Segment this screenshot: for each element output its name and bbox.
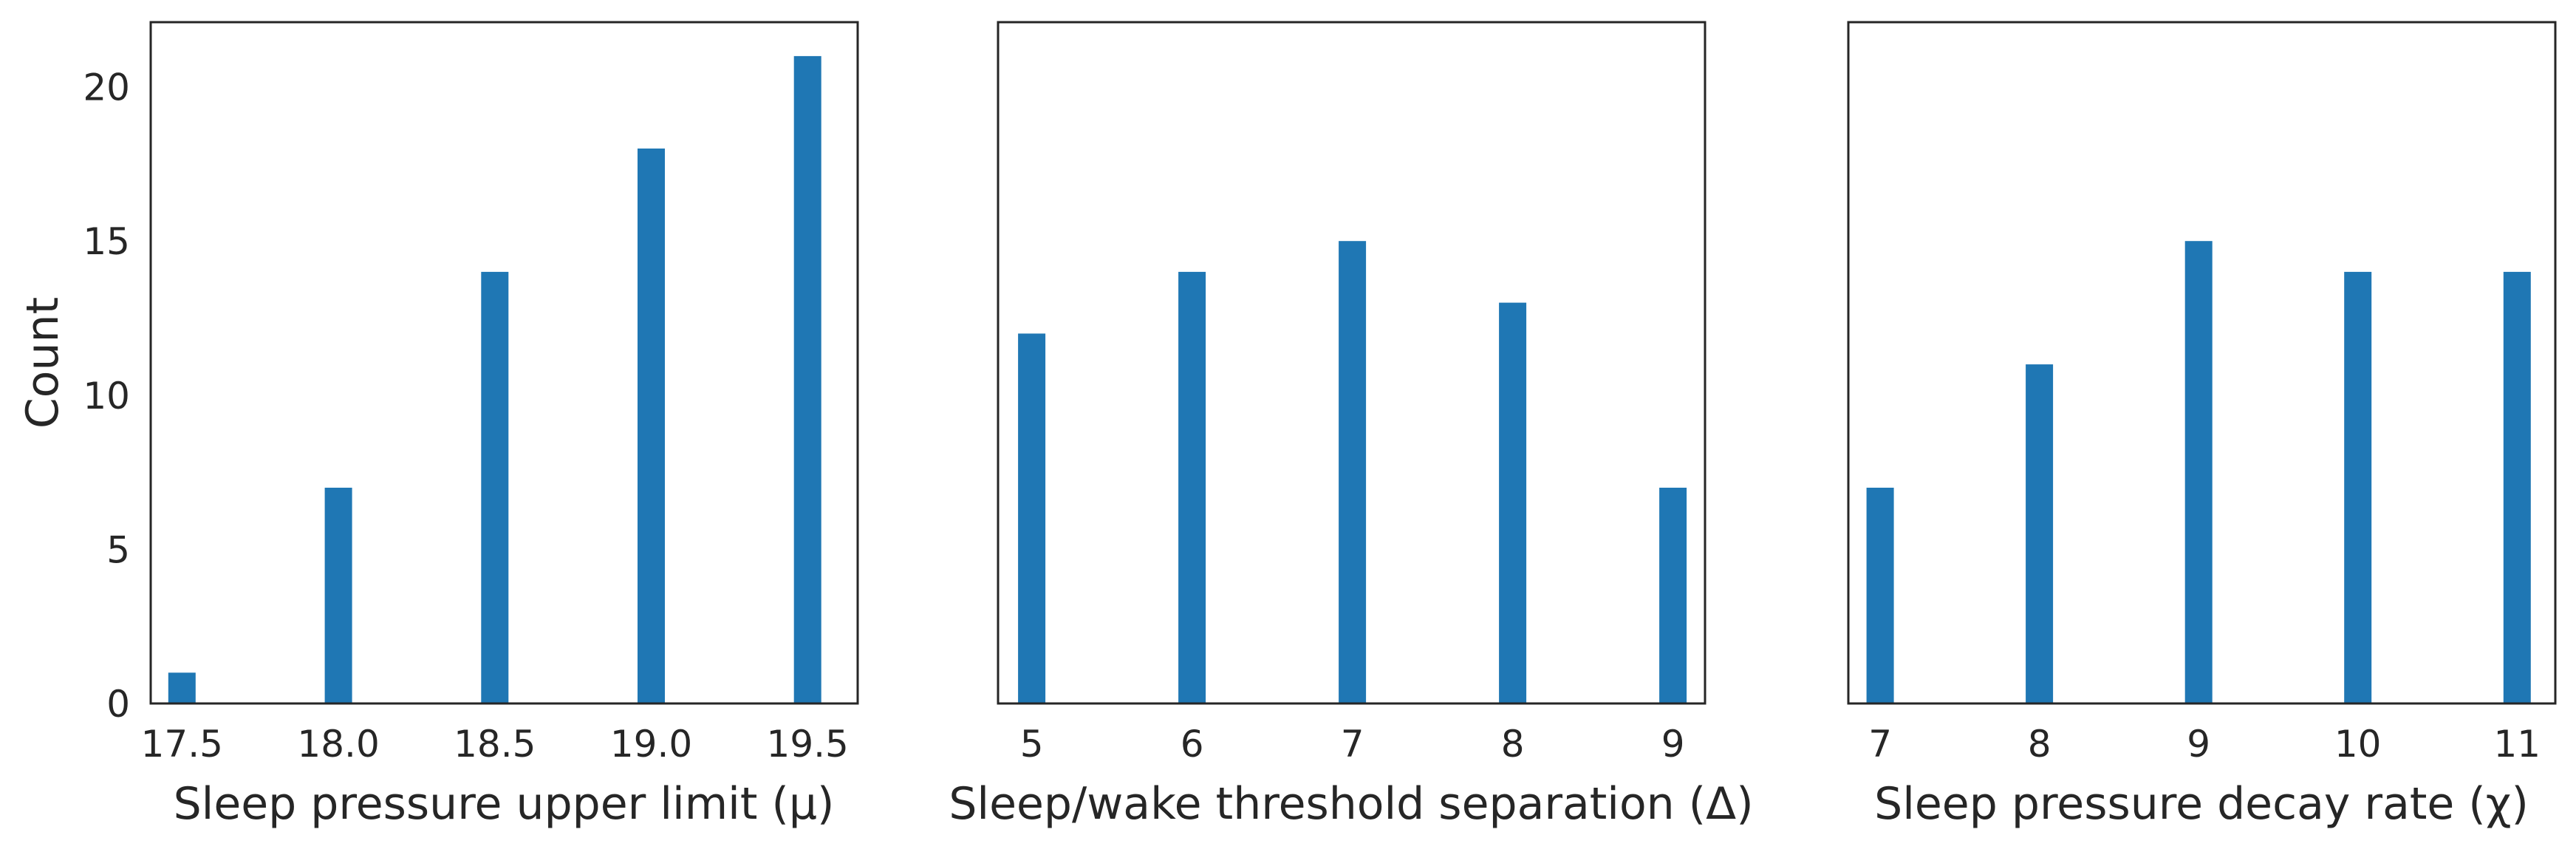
panel-upper-limit-bar-1: [324, 488, 352, 703]
panel-threshold-separation: 5 6 7 8 9 Sleep/wake threshold separation (Δ…: [949, 21, 1754, 830]
panel-threshold-separation-x-tick-label-4: 9: [1661, 723, 1685, 766]
panel-upper-limit-x-tick-label-0: 17.5: [141, 723, 223, 766]
panel-upper-limit-bar-3: [638, 149, 665, 703]
panel-threshold-separation-bar-2: [1339, 241, 1367, 703]
panel-decay-rate-x-ticks: 7 8 9 10 11: [1868, 723, 2541, 766]
panel-upper-limit: 17.5 18.0 18.5 19.0 19.5 0 5 10 15 20 Sleep pres…: [17, 21, 859, 830]
panel-upper-limit-y-tick-label-0: 0: [106, 683, 130, 726]
panel-decay-rate-bars: [1866, 241, 2531, 703]
panel-threshold-separation-x-tick-label-0: 5: [1020, 723, 1044, 766]
panel-threshold-separation-bar-4: [1659, 488, 1687, 703]
panel-decay-rate-frame: [1847, 21, 2557, 705]
panel-upper-limit-x-label: Sleep pressure upper limit (μ): [174, 778, 835, 830]
panel-decay-rate-bar-1: [2026, 364, 2054, 703]
panel-upper-limit-bar-0: [168, 672, 196, 703]
panel-threshold-separation-bars: [1018, 241, 1687, 704]
panel-decay-rate-bar-4: [2503, 271, 2531, 703]
panel-decay-rate-x-tick-label-2: 9: [2187, 723, 2210, 766]
panel-decay-rate-x-tick-label-3: 10: [2334, 723, 2382, 766]
panel-upper-limit-y-tick-label-1: 5: [106, 528, 130, 571]
panel-upper-limit-x-ticks: 17.5 18.0 18.5 19.0 19.5: [141, 723, 849, 766]
panel-decay-rate: 7 8 9 10 11 Sleep pressure decay rate (χ): [1847, 21, 2557, 830]
panel-threshold-separation-x-label: Sleep/wake threshold separation (Δ): [949, 778, 1753, 830]
panel-threshold-separation-frame: [997, 21, 1706, 705]
panel-upper-limit-frame: [149, 21, 859, 705]
panel-decay-rate-x-tick-label-4: 11: [2493, 723, 2541, 766]
panel-upper-limit-x-tick-label-4: 19.5: [767, 723, 849, 766]
panel-upper-limit-y-tick-label-2: 10: [83, 375, 130, 418]
panel-decay-rate-x-label: Sleep pressure decay rate (χ): [1874, 778, 2529, 830]
panel-threshold-separation-bar-3: [1499, 302, 1527, 704]
panel-upper-limit-y-label: Count: [17, 297, 69, 429]
panel-threshold-separation-x-tick-label-3: 8: [1501, 723, 1525, 766]
panel-decay-rate-bar-2: [2184, 241, 2213, 703]
panel-threshold-separation-bar-1: [1178, 271, 1206, 703]
panel-threshold-separation-bar-0: [1018, 333, 1046, 703]
panel-threshold-separation-x-tick-label-2: 7: [1341, 723, 1364, 766]
panel-upper-limit-x-tick-label-3: 19.0: [610, 723, 692, 766]
panel-decay-rate-x-tick-label-1: 8: [2028, 723, 2051, 766]
panel-upper-limit-y-ticks: 0 5 10 15 20: [83, 67, 130, 726]
panel-decay-rate-bar-0: [1866, 488, 1894, 703]
panel-upper-limit-y-tick-label-3: 15: [83, 220, 130, 263]
panel-threshold-separation-x-ticks: 5 6 7 8 9: [1020, 723, 1685, 766]
panel-upper-limit-bars: [168, 55, 821, 703]
panel-upper-limit-bar-4: [793, 55, 821, 703]
panel-upper-limit-x-tick-label-2: 18.5: [454, 723, 536, 766]
panel-upper-limit-bar-2: [481, 271, 509, 703]
panel-threshold-separation-x-tick-label-1: 6: [1181, 723, 1204, 766]
panel-decay-rate-x-tick-label-0: 7: [1868, 723, 1892, 766]
panel-upper-limit-y-tick-label-4: 20: [83, 67, 130, 109]
panel-decay-rate-bar-3: [2344, 271, 2372, 703]
panel-upper-limit-x-tick-label-1: 18.0: [297, 723, 379, 766]
